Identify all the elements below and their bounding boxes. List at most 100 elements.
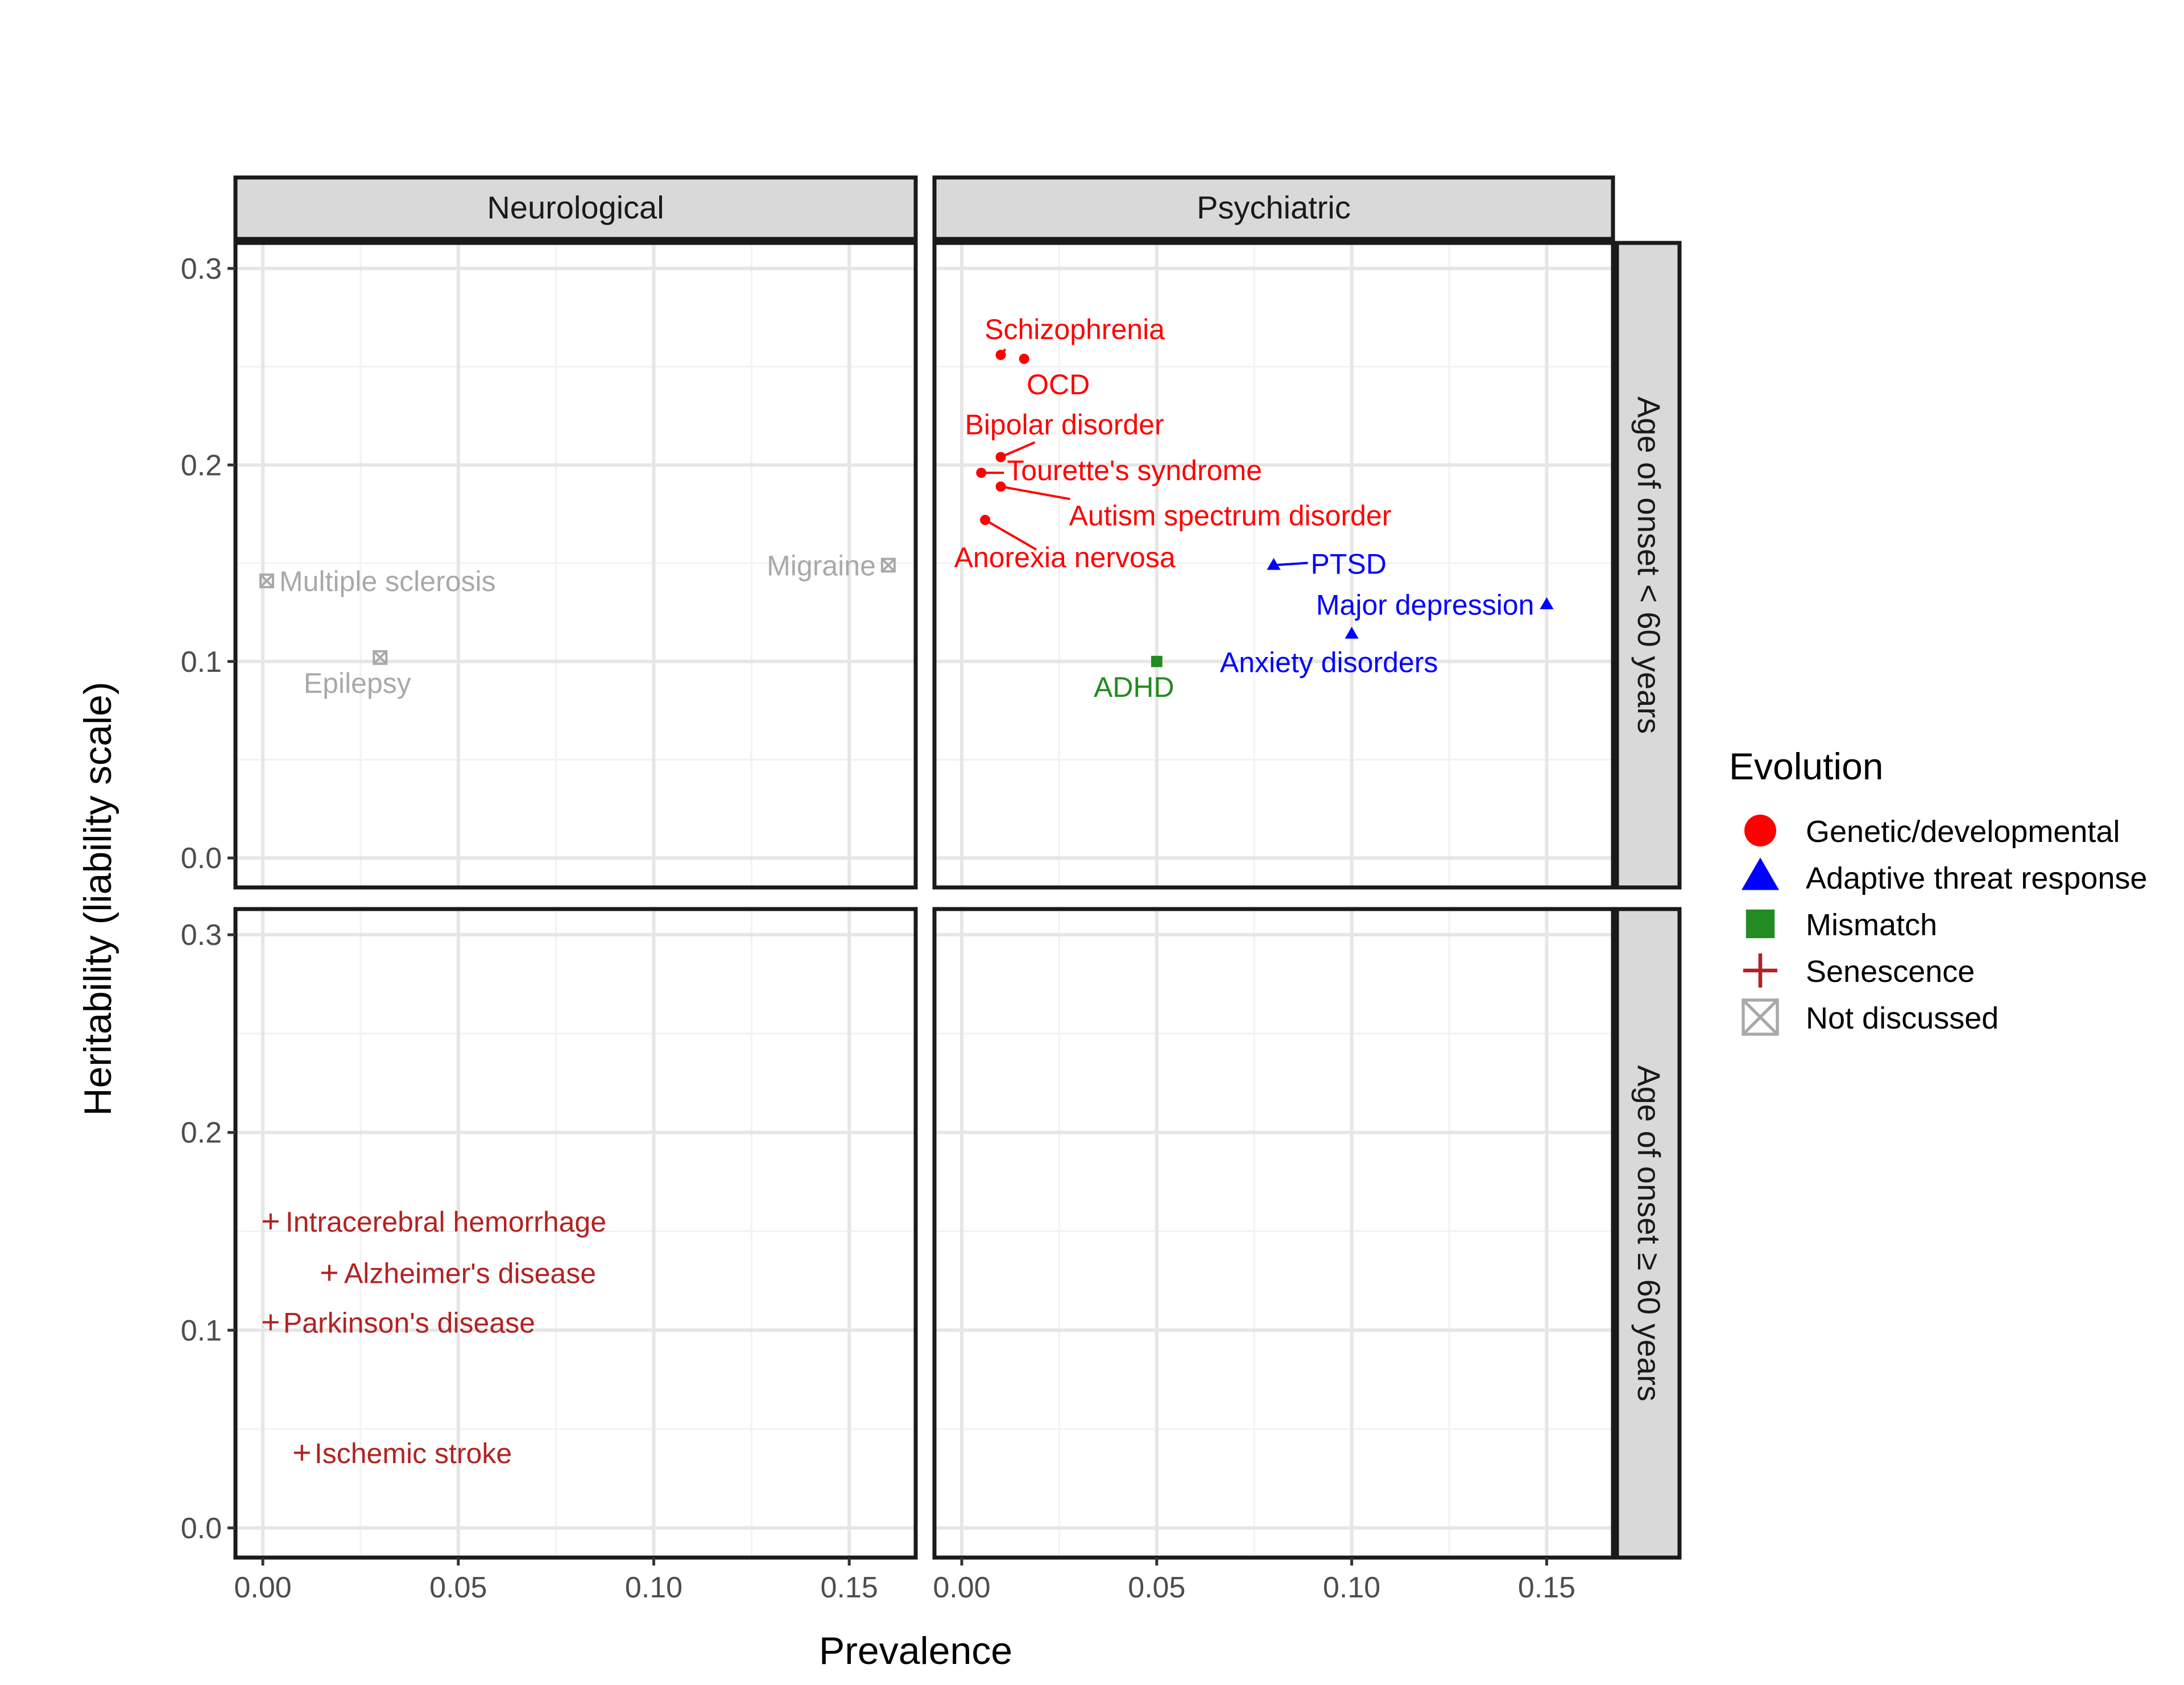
plus-marker bbox=[262, 1314, 279, 1331]
legend-item-genetic: Genetic/developmental bbox=[1744, 815, 2120, 849]
point-label: Intracerebral hemorrhage bbox=[286, 1206, 606, 1238]
panels-layer bbox=[233, 241, 1615, 1560]
triangle-marker bbox=[1540, 597, 1554, 609]
point-label: Alzheimer's disease bbox=[344, 1258, 596, 1290]
legend-item-notdiscussed: Not discussed bbox=[1742, 998, 1999, 1036]
data-point-major-depression: Major depression bbox=[1316, 589, 1554, 621]
x-tick-label: 0.05 bbox=[1128, 1571, 1185, 1604]
facet-strips: Neurological Psychiatric Age of onset < 60… bbox=[233, 175, 1682, 1560]
x-tick-label: 0.10 bbox=[625, 1571, 682, 1604]
facet-strip-row-1: Age of onset ≥ 60 years bbox=[1615, 907, 1682, 1560]
legend-item-adaptive: Adaptive threat response bbox=[1742, 857, 2147, 895]
data-point-bipolar-disorder: Bipolar disorder bbox=[965, 409, 1164, 462]
facet-strip-row-0: Age of onset < 60 years bbox=[1615, 241, 1682, 890]
box-x-marker bbox=[1742, 998, 1779, 1036]
circle-marker bbox=[980, 515, 991, 526]
x-tick-label: 0.10 bbox=[1323, 1571, 1380, 1604]
legend-item-senescence: Senescence bbox=[1743, 953, 1975, 989]
legend-label: Adaptive threat response bbox=[1806, 861, 2147, 895]
data-point-parkinson-s-disease: Parkinson's disease bbox=[262, 1307, 535, 1339]
panel-border bbox=[932, 907, 1615, 1560]
data-point-adhd: ADHD bbox=[1094, 655, 1174, 703]
strip-background bbox=[1615, 241, 1682, 890]
point-label: Anxiety disorders bbox=[1220, 646, 1438, 678]
legend-label: Not discussed bbox=[1806, 1001, 1999, 1035]
data-point-ocd: OCD bbox=[1019, 353, 1090, 400]
y-tick-label: 0.3 bbox=[181, 919, 222, 952]
y-tick-label: 0.2 bbox=[181, 1117, 222, 1150]
triangle-marker bbox=[1267, 557, 1281, 570]
panel-border bbox=[233, 241, 918, 890]
data-point-tourette-s-syndrome: Tourette's syndrome bbox=[976, 455, 1262, 486]
point-label: Parkinson's disease bbox=[283, 1307, 535, 1339]
data-point-ischemic-stroke: Ischemic stroke bbox=[293, 1438, 512, 1469]
square-marker bbox=[1151, 655, 1163, 667]
legend: Evolution Genetic/developmental Adaptive t… bbox=[1729, 745, 2147, 1036]
x-tick-label: 0.15 bbox=[821, 1571, 878, 1604]
label-leader-line bbox=[1000, 441, 1036, 459]
label-leader-line bbox=[1000, 485, 1070, 501]
point-label: Major depression bbox=[1316, 589, 1534, 621]
box-x-marker bbox=[373, 650, 388, 665]
y-tick-label: 0.0 bbox=[181, 1512, 222, 1545]
facet-column-label: Neurological bbox=[487, 189, 664, 225]
data-point-autism-spectrum-disorder: Autism spectrum disorder bbox=[995, 481, 1392, 531]
axes: 0.0 0.1 0.2 0.3 0.0 0.1 0.2 0.3 0.00 0.05 0.10 0.15… bbox=[181, 253, 1575, 1604]
plus-marker bbox=[1743, 953, 1777, 988]
point-label: Epilepsy bbox=[304, 667, 411, 699]
point-label: Ischemic stroke bbox=[315, 1438, 512, 1469]
x-tick-label: 0.15 bbox=[1518, 1571, 1575, 1604]
data-point-multiple-sclerosis: Multiple sclerosis bbox=[259, 565, 496, 597]
point-label: Migraine bbox=[767, 550, 876, 582]
x-tick-label: 0.05 bbox=[429, 1571, 487, 1604]
legend-label: Mismatch bbox=[1806, 908, 1937, 942]
triangle-marker bbox=[1742, 857, 1779, 890]
y-tick-label: 0.3 bbox=[181, 253, 222, 286]
plus-marker bbox=[262, 1213, 279, 1230]
panel-background bbox=[235, 909, 916, 1558]
strip-background bbox=[1615, 907, 1682, 1560]
label-leader-line bbox=[985, 519, 1037, 551]
point-label: Multiple sclerosis bbox=[279, 565, 496, 597]
panel-border bbox=[233, 907, 918, 1560]
data-point-alzheimer-s-disease: Alzheimer's disease bbox=[321, 1258, 596, 1290]
triangle-marker bbox=[1345, 626, 1359, 639]
data-point-anxiety-disorders: Anxiety disorders bbox=[1220, 626, 1438, 678]
circle-marker bbox=[1019, 353, 1029, 364]
square-marker bbox=[1745, 909, 1775, 939]
data-point-ptsd: PTSD bbox=[1267, 548, 1387, 580]
box-x-marker bbox=[880, 557, 896, 573]
panel-r1-c0 bbox=[233, 907, 918, 1560]
panel-r1-c1 bbox=[932, 907, 1615, 1560]
facet-strip-psychiatric: Psychiatric bbox=[932, 175, 1615, 241]
panel-border bbox=[932, 241, 1615, 890]
point-label: Autism spectrum disorder bbox=[1069, 499, 1392, 531]
x-tick-label: 0.00 bbox=[933, 1571, 990, 1604]
data-point-migraine: Migraine bbox=[767, 550, 896, 582]
legend-title: Evolution bbox=[1729, 745, 1884, 787]
y-axis-title: Heritability (liability scale) bbox=[76, 682, 119, 1116]
y-tick-label: 0.0 bbox=[181, 842, 222, 875]
plus-marker bbox=[293, 1444, 310, 1461]
legend-label: Senescence bbox=[1806, 955, 1975, 989]
panel-background bbox=[934, 909, 1613, 1558]
circle-marker bbox=[995, 481, 1006, 492]
facet-strip-neurological: Neurological bbox=[233, 175, 918, 241]
point-label: ADHD bbox=[1094, 671, 1174, 703]
data-point-intracerebral-hemorrhage: Intracerebral hemorrhage bbox=[262, 1206, 606, 1238]
strip-background bbox=[233, 175, 918, 241]
label-leader-line bbox=[1273, 561, 1308, 567]
box-x-marker bbox=[259, 573, 274, 589]
facet-row-label: Age of onset < 60 years bbox=[1631, 397, 1667, 734]
data-points: Multiple sclerosis Epilepsy Migraine Schizo… bbox=[259, 313, 1554, 1469]
panel-r0-c0 bbox=[233, 241, 918, 890]
y-tick-label: 0.1 bbox=[181, 1314, 222, 1347]
point-label: PTSD bbox=[1311, 548, 1387, 580]
circle-marker bbox=[995, 452, 1006, 462]
strip-background bbox=[932, 175, 1615, 241]
x-axis-title: Prevalence bbox=[819, 1629, 1012, 1672]
point-label: Tourette's syndrome bbox=[1007, 455, 1262, 486]
circle-marker bbox=[995, 349, 1006, 360]
facet-row-label: Age of onset ≥ 60 years bbox=[1631, 1065, 1667, 1401]
facet-column-label: Psychiatric bbox=[1197, 189, 1351, 225]
